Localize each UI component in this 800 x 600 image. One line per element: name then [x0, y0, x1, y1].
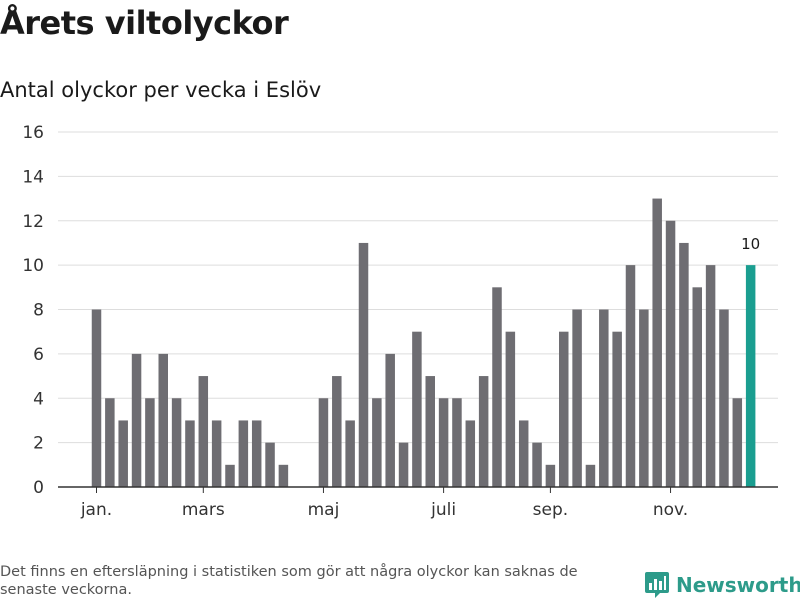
bar	[198, 376, 209, 487]
bar	[131, 353, 142, 487]
bar-chart: 0 2 4 6 8 10 12 14 16 jan. mars maj juli sep. nov. 10	[22, 123, 778, 520]
bar	[585, 464, 596, 487]
bar	[625, 265, 636, 487]
chart-title: Årets viltolyckor	[0, 4, 289, 42]
y-tick-label: 14	[22, 167, 44, 187]
x-tick-label: sep.	[533, 500, 569, 520]
bar	[225, 464, 235, 487]
bar	[238, 420, 249, 487]
x-tick-label: maj	[308, 500, 340, 520]
x-axis-ticks: jan. mars maj juli sep. nov.	[80, 487, 688, 520]
bar	[211, 420, 222, 487]
y-tick-label: 10	[22, 256, 44, 276]
bar	[265, 442, 275, 487]
bars	[91, 198, 756, 487]
footnote: Det finns en eftersläpning i statistiken…	[0, 564, 578, 598]
x-tick-label: nov.	[653, 500, 688, 520]
bar	[91, 309, 102, 487]
y-tick-label: 2	[33, 434, 44, 454]
bar	[505, 331, 516, 487]
brand-name: Newsworthy	[676, 573, 800, 597]
bar	[692, 287, 702, 487]
bar	[465, 420, 476, 487]
bar	[251, 420, 262, 487]
bar	[158, 353, 168, 487]
y-tick-label: 8	[33, 301, 44, 321]
bar	[425, 376, 435, 487]
bar	[278, 464, 289, 487]
x-tick-label: juli	[430, 500, 456, 520]
bar	[345, 420, 355, 487]
y-axis-ticks: 0 2 4 6 8 10 12 14 16	[22, 123, 44, 498]
bar	[478, 376, 489, 487]
bar	[118, 420, 128, 487]
y-tick-label: 16	[22, 123, 44, 143]
bar	[385, 353, 395, 487]
bar	[679, 242, 689, 487]
bar	[412, 331, 422, 487]
bar	[372, 398, 382, 487]
x-tick-label: jan.	[80, 500, 112, 520]
bar	[612, 331, 622, 487]
y-tick-label: 0	[33, 478, 44, 498]
bar	[358, 242, 369, 487]
brand-logo[interactable]: Newsworthy	[644, 570, 800, 600]
bar	[438, 398, 449, 487]
last-value-label: 10	[741, 235, 760, 253]
bar	[665, 220, 676, 487]
bar	[545, 464, 556, 487]
chart-subtitle: Antal olyckor per vecka i Eslöv	[0, 78, 322, 102]
bar	[145, 398, 155, 487]
bar	[532, 442, 542, 487]
y-tick-label: 12	[22, 212, 44, 232]
newsworthy-logo-icon	[645, 572, 669, 598]
bar	[599, 309, 609, 487]
bar	[732, 398, 743, 487]
bar	[171, 398, 182, 487]
x-tick-label: mars	[182, 500, 225, 520]
bar	[518, 420, 529, 487]
bar	[332, 376, 342, 487]
y-tick-label: 4	[33, 389, 44, 409]
bar	[652, 198, 662, 487]
bar	[492, 287, 502, 487]
bar	[318, 398, 329, 487]
bar	[398, 442, 409, 487]
bar	[105, 398, 115, 487]
bar	[719, 309, 729, 487]
bar	[639, 309, 649, 487]
bar-latest-week	[745, 265, 756, 487]
bar	[572, 309, 582, 487]
y-tick-label: 6	[33, 345, 44, 365]
bar	[705, 265, 716, 487]
bar	[559, 331, 569, 487]
bar	[185, 420, 195, 487]
bar	[452, 398, 462, 487]
